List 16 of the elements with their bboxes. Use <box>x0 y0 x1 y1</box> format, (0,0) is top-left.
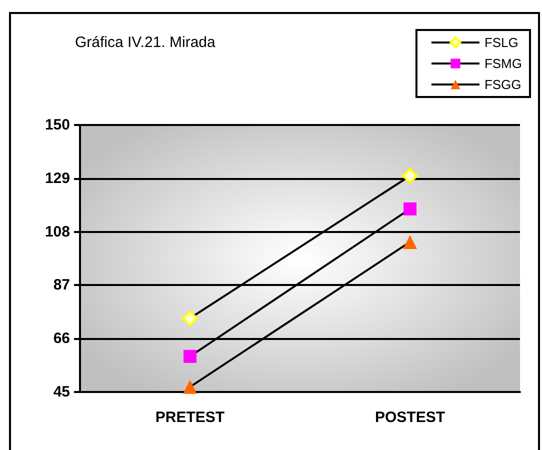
point <box>184 350 196 363</box>
legend-label: FSLG <box>484 35 518 50</box>
point <box>404 202 416 216</box>
y-tick-label: 87 <box>53 276 70 294</box>
y-tick-label: 45 <box>53 384 70 400</box>
x-tick-label: POSTEST <box>374 409 446 426</box>
y-tick-label: 66 <box>53 330 70 348</box>
point <box>402 168 418 184</box>
y-tick-label: 150 <box>44 116 70 134</box>
point <box>182 310 198 326</box>
legend-label: FSGG <box>484 77 522 92</box>
x-tick-label: PRETEST <box>155 409 225 426</box>
y-tick-label: 108 <box>44 223 70 240</box>
chart-title: Gráfica IV.21. Mirada <box>75 34 216 51</box>
legend-label: FSMG <box>484 56 522 71</box>
y-tick-label: 129 <box>44 170 70 187</box>
